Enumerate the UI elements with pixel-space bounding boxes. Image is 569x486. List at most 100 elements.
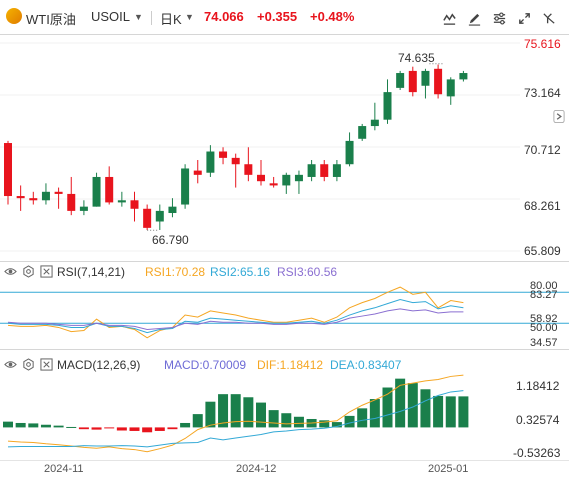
low-annotation: 66.790 bbox=[152, 233, 189, 247]
symbol-label[interactable]: USOIL bbox=[91, 9, 131, 24]
candle-body bbox=[193, 170, 202, 175]
macd-histogram-bar bbox=[395, 378, 406, 428]
pane-separator bbox=[0, 261, 569, 262]
rsi-series-line-rsi3 bbox=[7, 308, 464, 331]
candle-body bbox=[294, 174, 303, 182]
dea-value: DEA:0.83407 bbox=[330, 358, 402, 372]
period-label[interactable]: 日K bbox=[160, 12, 182, 27]
macd-histogram-bar bbox=[407, 383, 418, 428]
candle-body bbox=[231, 157, 240, 165]
fullscreen-icon[interactable] bbox=[514, 9, 534, 27]
dif-value: DIF:1.18412 bbox=[257, 358, 324, 372]
candle-body bbox=[92, 176, 101, 207]
candle-body bbox=[143, 208, 152, 228]
rsi-hide-icon[interactable] bbox=[4, 265, 17, 283]
candle-body bbox=[383, 92, 392, 120]
macd-histogram-bar bbox=[433, 395, 444, 428]
x-axis-label: 2024-11 bbox=[44, 463, 84, 475]
rsi-settings-icon[interactable] bbox=[22, 265, 35, 283]
candle-body bbox=[269, 183, 278, 186]
candle-body bbox=[29, 198, 38, 201]
high-annotation: 74.635 bbox=[398, 51, 435, 65]
macd-histogram-bar bbox=[357, 408, 368, 428]
header-divider bbox=[151, 11, 152, 25]
macd-value: MACD:0.70009 bbox=[164, 358, 247, 372]
candle-body bbox=[446, 79, 455, 97]
candle-body bbox=[130, 200, 139, 209]
macd-histogram-bar bbox=[256, 402, 266, 428]
settings-icon[interactable] bbox=[489, 9, 509, 27]
symbol-dropdown-icon[interactable]: ▼ bbox=[134, 12, 143, 22]
macd-histogram-bar bbox=[369, 399, 380, 428]
period-dropdown-icon[interactable]: ▼ bbox=[185, 12, 194, 22]
candle-body bbox=[41, 191, 50, 201]
header-bar: WTI原油 USOIL ▼ 日K ▼ 74.066 +0.355 +0.48% bbox=[0, 0, 569, 34]
candle-body bbox=[67, 193, 76, 211]
chart-type-icon[interactable] bbox=[439, 9, 459, 27]
price-axis-label: 73.164 bbox=[524, 86, 561, 100]
macd-histogram-bar bbox=[319, 420, 330, 428]
rsi-axis-label: 50.00 bbox=[530, 322, 558, 334]
rsi1-value: RSI1:70.28 bbox=[145, 265, 206, 279]
macd-histogram-bar bbox=[268, 410, 279, 428]
macd-histogram-bar bbox=[218, 394, 229, 428]
price-chart[interactable] bbox=[0, 35, 569, 261]
x-axis-label: 2024-12 bbox=[236, 463, 277, 475]
price-axis-label: 75.616 bbox=[524, 37, 561, 51]
candle-body bbox=[408, 70, 417, 93]
price-change-pct: +0.48% bbox=[310, 9, 355, 24]
macd-histogram-bar bbox=[344, 415, 355, 428]
macd-histogram-bar bbox=[458, 396, 469, 428]
macd-histogram-bar bbox=[142, 427, 153, 433]
candle-body bbox=[79, 206, 88, 211]
candle-body bbox=[320, 164, 329, 177]
macd-hide-icon[interactable] bbox=[4, 358, 17, 376]
rsi-panel: RSI(7,14,21) RSI1:70.28 RSI2:65.16 RSI3:… bbox=[0, 262, 569, 348]
grid-icon[interactable] bbox=[539, 9, 559, 27]
macd-histogram-bar bbox=[91, 427, 102, 430]
macd-axis-label: -0.53263 bbox=[513, 446, 561, 460]
price-axis-label: 68.261 bbox=[524, 199, 561, 213]
candle-body bbox=[345, 140, 354, 165]
macd-histogram-bar bbox=[28, 423, 39, 428]
instrument-logo-icon bbox=[6, 8, 22, 24]
rsi-close-icon[interactable] bbox=[40, 265, 53, 283]
price-axis-label: 70.712 bbox=[524, 143, 561, 157]
candle-body bbox=[307, 164, 316, 177]
candle-body bbox=[434, 68, 443, 95]
macd-histogram-bar bbox=[154, 427, 165, 431]
scroll-right-icon[interactable] bbox=[553, 110, 565, 123]
macd-close-icon[interactable] bbox=[40, 358, 53, 376]
macd-chart[interactable] bbox=[0, 368, 569, 460]
candle-body bbox=[421, 70, 430, 86]
macd-axis-label: 1.18412 bbox=[516, 379, 560, 393]
macd-histogram-bar bbox=[53, 425, 64, 428]
rsi-title: RSI(7,14,21) bbox=[57, 265, 126, 279]
macd-histogram-bar bbox=[66, 426, 77, 428]
macd-histogram-bar bbox=[382, 387, 393, 428]
candle-body bbox=[332, 164, 341, 177]
header-separator bbox=[0, 34, 569, 35]
macd-histogram-bar bbox=[15, 422, 26, 428]
price-axis-label: 65.809 bbox=[524, 244, 561, 258]
rsi3-value: RSI3:60.56 bbox=[277, 265, 338, 279]
candle-body bbox=[219, 151, 228, 158]
macd-title: MACD(12,26,9) bbox=[57, 358, 141, 372]
candle-body bbox=[155, 210, 164, 222]
macd-histogram-bar bbox=[192, 414, 203, 428]
macd-histogram-bar bbox=[78, 427, 89, 430]
dea-line bbox=[7, 390, 464, 448]
macd-histogram-bar bbox=[281, 413, 292, 428]
macd-histogram-bar bbox=[420, 389, 431, 428]
candle-body bbox=[396, 73, 405, 88]
rsi-chart[interactable] bbox=[0, 278, 569, 348]
draw-tool-icon[interactable] bbox=[464, 9, 484, 27]
instrument-name[interactable]: WTI原油 bbox=[26, 12, 76, 27]
candle-body bbox=[459, 73, 468, 80]
last-price: 74.066 bbox=[204, 9, 244, 24]
macd-settings-icon[interactable] bbox=[22, 358, 35, 376]
rsi-axis-label: 34.57 bbox=[530, 337, 558, 349]
candle-body bbox=[4, 143, 12, 197]
macd-histogram-bar bbox=[205, 401, 216, 428]
